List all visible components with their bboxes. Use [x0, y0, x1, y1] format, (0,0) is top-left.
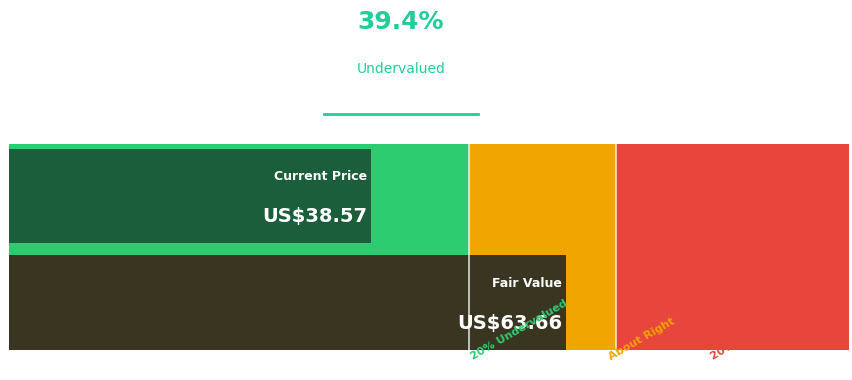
Text: Fair Value: Fair Value [492, 277, 561, 290]
Text: 20% Undervalued: 20% Undervalued [469, 298, 568, 362]
Text: About Right: About Right [607, 316, 676, 362]
Bar [469, 144, 615, 350]
Text: US$38.57: US$38.57 [262, 207, 367, 226]
Text: US$63.66: US$63.66 [457, 314, 561, 332]
Bar [9, 149, 371, 243]
Text: Undervalued: Undervalued [356, 62, 445, 76]
Text: 39.4%: 39.4% [357, 10, 444, 34]
Text: 20% Overvalued: 20% Overvalued [708, 302, 801, 362]
Text: Current Price: Current Price [273, 170, 367, 183]
Bar [9, 255, 566, 350]
Bar [615, 144, 848, 350]
Bar [9, 144, 469, 350]
